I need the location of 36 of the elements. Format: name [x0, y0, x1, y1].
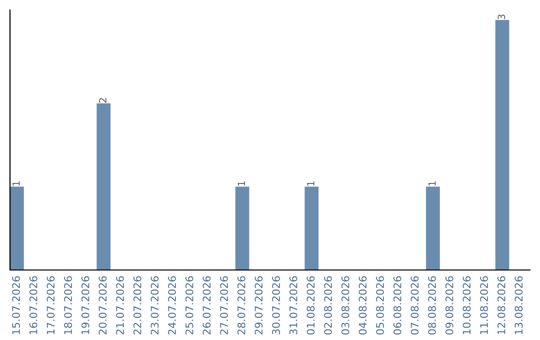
x-tick-label: 24.07.2026: [168, 276, 176, 334]
data-label: 1: [307, 181, 314, 186]
data-label: 3: [498, 14, 506, 20]
x-tick-label: 26.07.2026: [202, 276, 211, 334]
x-tick-label: 25.07.2026: [185, 276, 194, 334]
x-tick-label: 04.08.2026: [358, 276, 367, 335]
x-tick-label: 09.08.2026: [445, 276, 454, 335]
x-tick-label: 29.07.2026: [254, 276, 263, 334]
x-tick-label: 06.08.2026: [393, 276, 402, 335]
x-tick-label: 11.08.2026: [480, 276, 488, 334]
x-tick-label: 31.07.2026: [289, 276, 298, 334]
x-tick-label: 03.08.2026: [341, 276, 350, 335]
x-tick-label: 10.08.2026: [462, 276, 471, 334]
x-tick-label: 30.07.2026: [272, 276, 280, 334]
x-tick-label: 15.07.2026: [12, 276, 20, 334]
x-tick-label: 05.08.2026: [376, 276, 384, 335]
x-tick-label: 22.07.2026: [133, 276, 142, 334]
x-tick-label: 21.07.2026: [116, 276, 124, 334]
data-label: 1: [428, 181, 436, 186]
x-tick-label: 20.07.2026: [98, 276, 107, 334]
data-label: 2: [99, 98, 106, 103]
x-tick-label: 27.07.2026: [220, 276, 228, 334]
data-label: 1: [238, 181, 245, 186]
x-tick-label: 19.07.2026: [81, 276, 90, 334]
x-tick-label: 13.08.2026: [514, 276, 523, 334]
x-tick-label: 17.07.2026: [46, 276, 55, 334]
x-tick-label: 18.07.2026: [64, 276, 72, 334]
x-tick-label: 02.08.2026: [324, 276, 332, 335]
x-tick-label: 08.08.2026: [428, 276, 436, 335]
x-tick-label: 12.08.2026: [497, 276, 506, 334]
x-tick-label: 28.07.2026: [237, 276, 246, 334]
x-tick-label: 07.08.2026: [410, 276, 419, 335]
x-tick-label: 23.07.2026: [150, 276, 159, 334]
x-tick-label: 16.07.2026: [29, 276, 38, 334]
data-label: 1: [12, 181, 20, 186]
x-tick-label: 01.08.2026: [306, 276, 315, 335]
